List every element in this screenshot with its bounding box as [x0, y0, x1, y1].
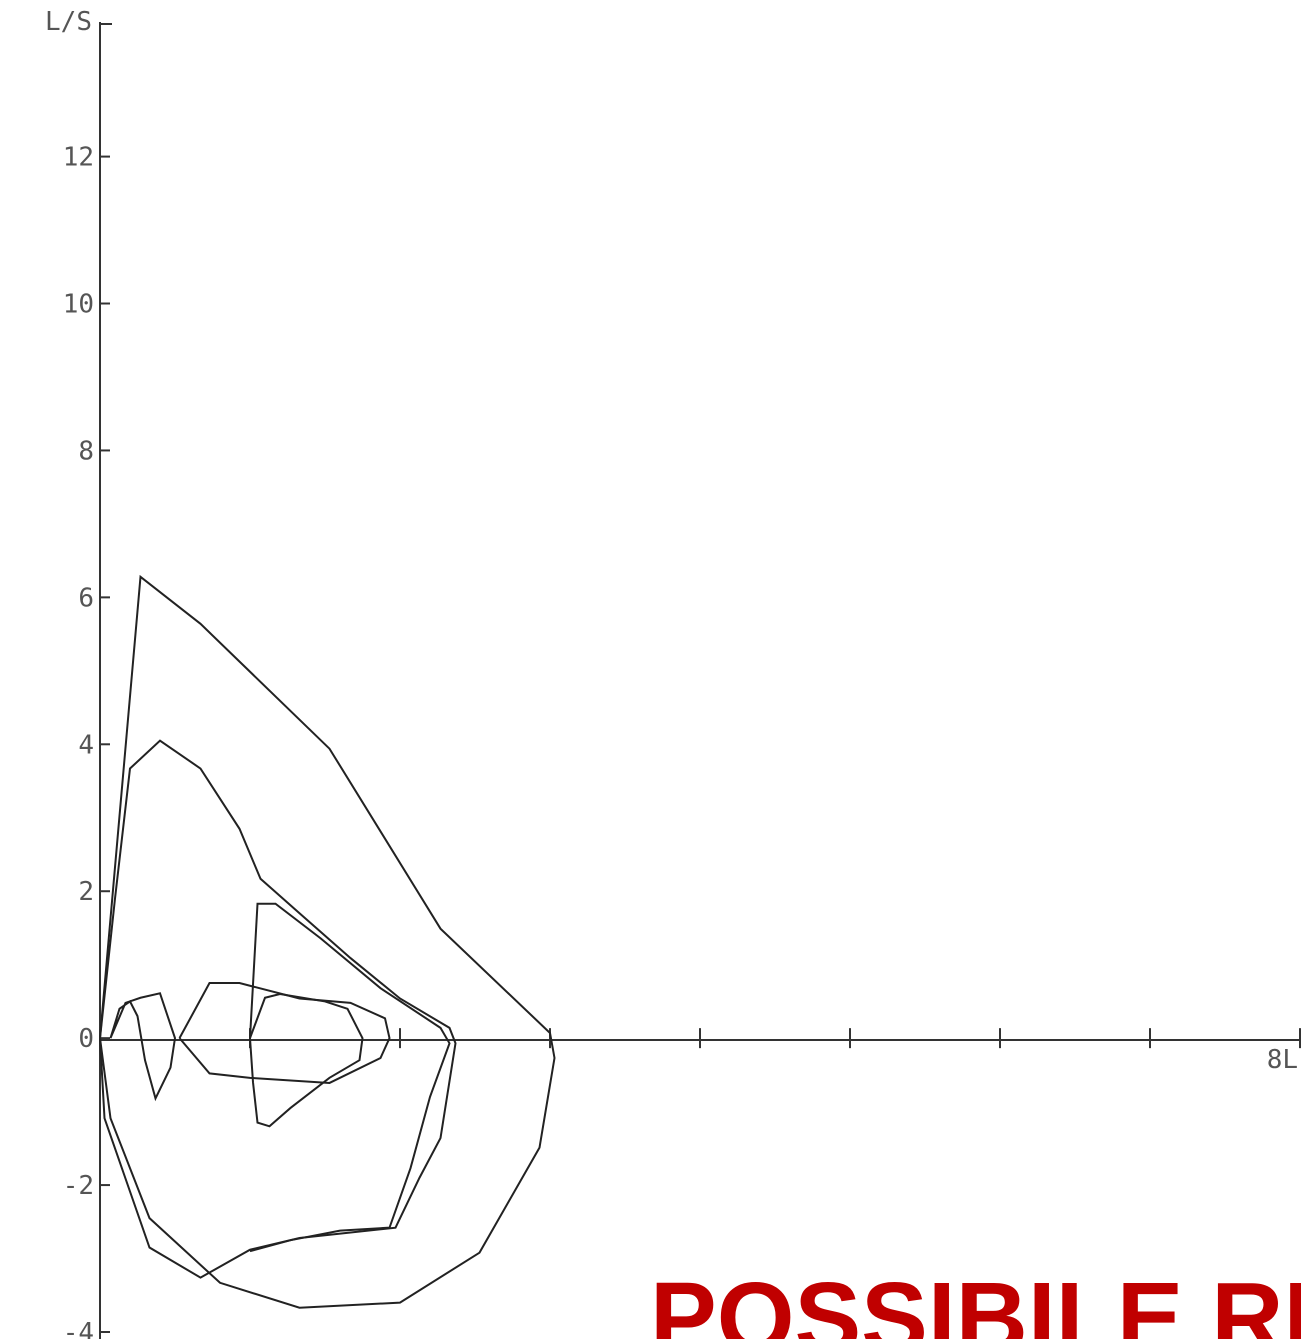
flow-volume-loop: [249, 993, 364, 1128]
flow-volume-loop: [178, 982, 391, 1084]
y-tick-label: 0: [78, 1024, 94, 1054]
y-tick-label: 12: [63, 143, 94, 173]
y-axis-label: L/S: [45, 7, 92, 37]
flow-volume-loop: [249, 902, 451, 1253]
y-tick-label: 8: [78, 436, 94, 466]
x-tick-label: 8L: [1267, 1045, 1298, 1075]
y-tick-label: 4: [78, 730, 94, 760]
y-tick-label: 6: [78, 583, 94, 613]
y-tick-label: -2: [63, 1171, 94, 1201]
flow-volume-loop: [109, 992, 177, 1102]
flow-volume-loop: [99, 739, 457, 1279]
y-tick-label: 2: [78, 877, 94, 907]
y-tick-label: -4: [63, 1318, 94, 1339]
y-tick-label: 10: [63, 290, 94, 320]
flow-volume-loop: [99, 574, 556, 1309]
watermark: POSSIBILE RI: [650, 1262, 1301, 1339]
